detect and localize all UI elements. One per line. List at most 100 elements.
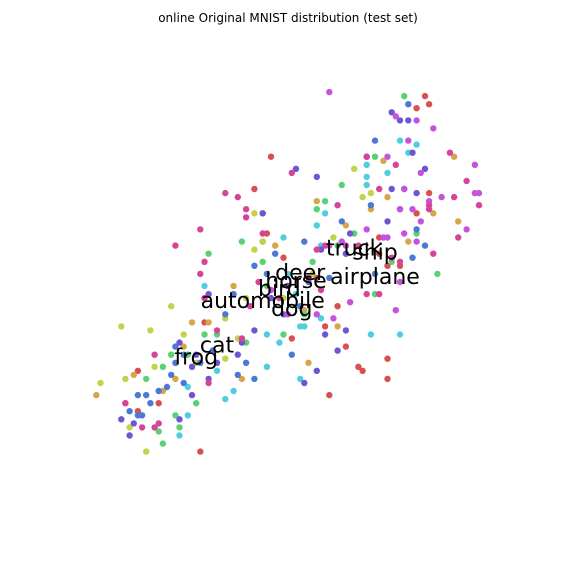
scatter-point xyxy=(172,242,179,249)
scatter-point xyxy=(421,242,429,249)
scatter-point xyxy=(430,250,437,257)
scatter-point xyxy=(138,412,146,419)
scatter-point xyxy=(222,189,229,197)
scatter-point xyxy=(288,351,295,358)
scatter-point xyxy=(213,327,221,334)
scatter-point xyxy=(413,189,420,197)
scatter-point xyxy=(197,448,204,455)
scatter-point xyxy=(313,198,320,205)
scatter-point xyxy=(405,238,412,245)
scatter-point xyxy=(134,391,142,399)
scatter-point xyxy=(326,88,333,96)
scatter-point xyxy=(405,101,412,108)
class-label-airplane: airplane xyxy=(330,265,420,290)
scatter-point xyxy=(267,294,275,302)
scatter-point xyxy=(242,359,250,366)
scatter-point xyxy=(334,303,341,310)
scatter-point xyxy=(401,185,408,193)
scatter-point xyxy=(396,137,404,144)
scatter-point xyxy=(272,242,279,249)
scatter-point xyxy=(251,262,258,269)
scatter-point xyxy=(297,323,304,330)
scatter-point xyxy=(317,286,325,294)
scatter-point xyxy=(401,92,408,100)
scatter-point xyxy=(180,343,187,350)
scatter-point xyxy=(209,347,216,354)
scatter-point xyxy=(247,303,254,310)
scatter-point xyxy=(342,242,350,249)
scatter-point xyxy=(334,347,341,354)
scatter-point xyxy=(409,149,416,156)
scatter-point xyxy=(263,331,271,338)
scatter-point xyxy=(201,258,208,265)
scatter-point xyxy=(159,363,167,370)
scatter-point xyxy=(417,218,424,225)
scatter-point xyxy=(147,400,154,407)
scatter-point xyxy=(272,250,279,257)
scatter-point xyxy=(309,270,316,278)
scatter-point xyxy=(313,367,320,374)
scatter-point xyxy=(301,238,308,245)
class-label-truck: truck xyxy=(326,237,383,262)
scatter-point xyxy=(197,226,204,233)
scatter-point xyxy=(151,424,158,431)
scatter-point xyxy=(172,375,179,383)
scatter-point xyxy=(317,315,325,322)
scatter-point xyxy=(193,400,200,407)
scatter-point xyxy=(188,391,196,399)
scatter-point xyxy=(238,335,246,342)
class-labels-layer: truckshipairplanedeerhorsebirdautomobile… xyxy=(174,237,420,371)
scatter-point xyxy=(143,448,150,455)
scatter-point xyxy=(238,238,246,245)
scatter-point xyxy=(168,371,175,379)
scatter-point xyxy=(130,420,137,427)
scatter-point xyxy=(392,161,399,168)
scatter-point xyxy=(363,290,370,298)
scatter-point xyxy=(425,101,433,108)
scatter-point xyxy=(126,408,133,415)
scatter-point xyxy=(384,262,391,269)
scatter-point xyxy=(367,331,375,338)
scatter-point xyxy=(201,282,208,290)
scatter-point xyxy=(384,153,391,160)
scatter-point xyxy=(363,226,370,233)
scatter-point xyxy=(176,416,183,423)
scatter-point xyxy=(351,165,358,172)
scatter-point xyxy=(330,234,337,241)
scatter-point xyxy=(97,379,104,387)
scatter-point xyxy=(205,250,212,257)
scatter-point xyxy=(222,395,229,403)
scatter-point xyxy=(284,282,291,290)
scatter-point xyxy=(230,282,237,290)
scatter-point xyxy=(338,238,345,245)
scatter-point xyxy=(172,359,179,366)
scatter-point xyxy=(143,391,150,399)
scatter-point xyxy=(168,303,175,310)
scatter-point xyxy=(376,185,383,193)
scatter-point xyxy=(463,226,470,233)
scatter-point xyxy=(430,125,437,132)
scatter-point xyxy=(388,254,395,261)
scatter-point xyxy=(301,379,308,387)
scatter-point xyxy=(413,226,420,233)
scatter-point xyxy=(193,351,200,358)
scatter-point xyxy=(255,278,262,286)
scatter-point xyxy=(342,327,350,334)
class-label-horse: horse xyxy=(265,269,326,294)
scatter-point xyxy=(284,270,291,278)
scatter-point xyxy=(367,189,375,197)
scatter-point xyxy=(172,343,179,350)
scatter-point xyxy=(222,311,229,318)
scatter-point xyxy=(313,311,320,318)
scatter-point xyxy=(180,351,187,358)
scatter-point xyxy=(305,274,312,282)
scatter-point xyxy=(330,315,337,322)
scatter-point xyxy=(263,363,271,370)
scatter-point xyxy=(242,294,250,302)
scatter-point xyxy=(321,331,329,338)
class-label-automobile: automobile xyxy=(201,289,325,314)
scatter-point xyxy=(380,234,387,241)
scatter-point xyxy=(276,294,283,302)
scatter-point xyxy=(213,367,221,374)
